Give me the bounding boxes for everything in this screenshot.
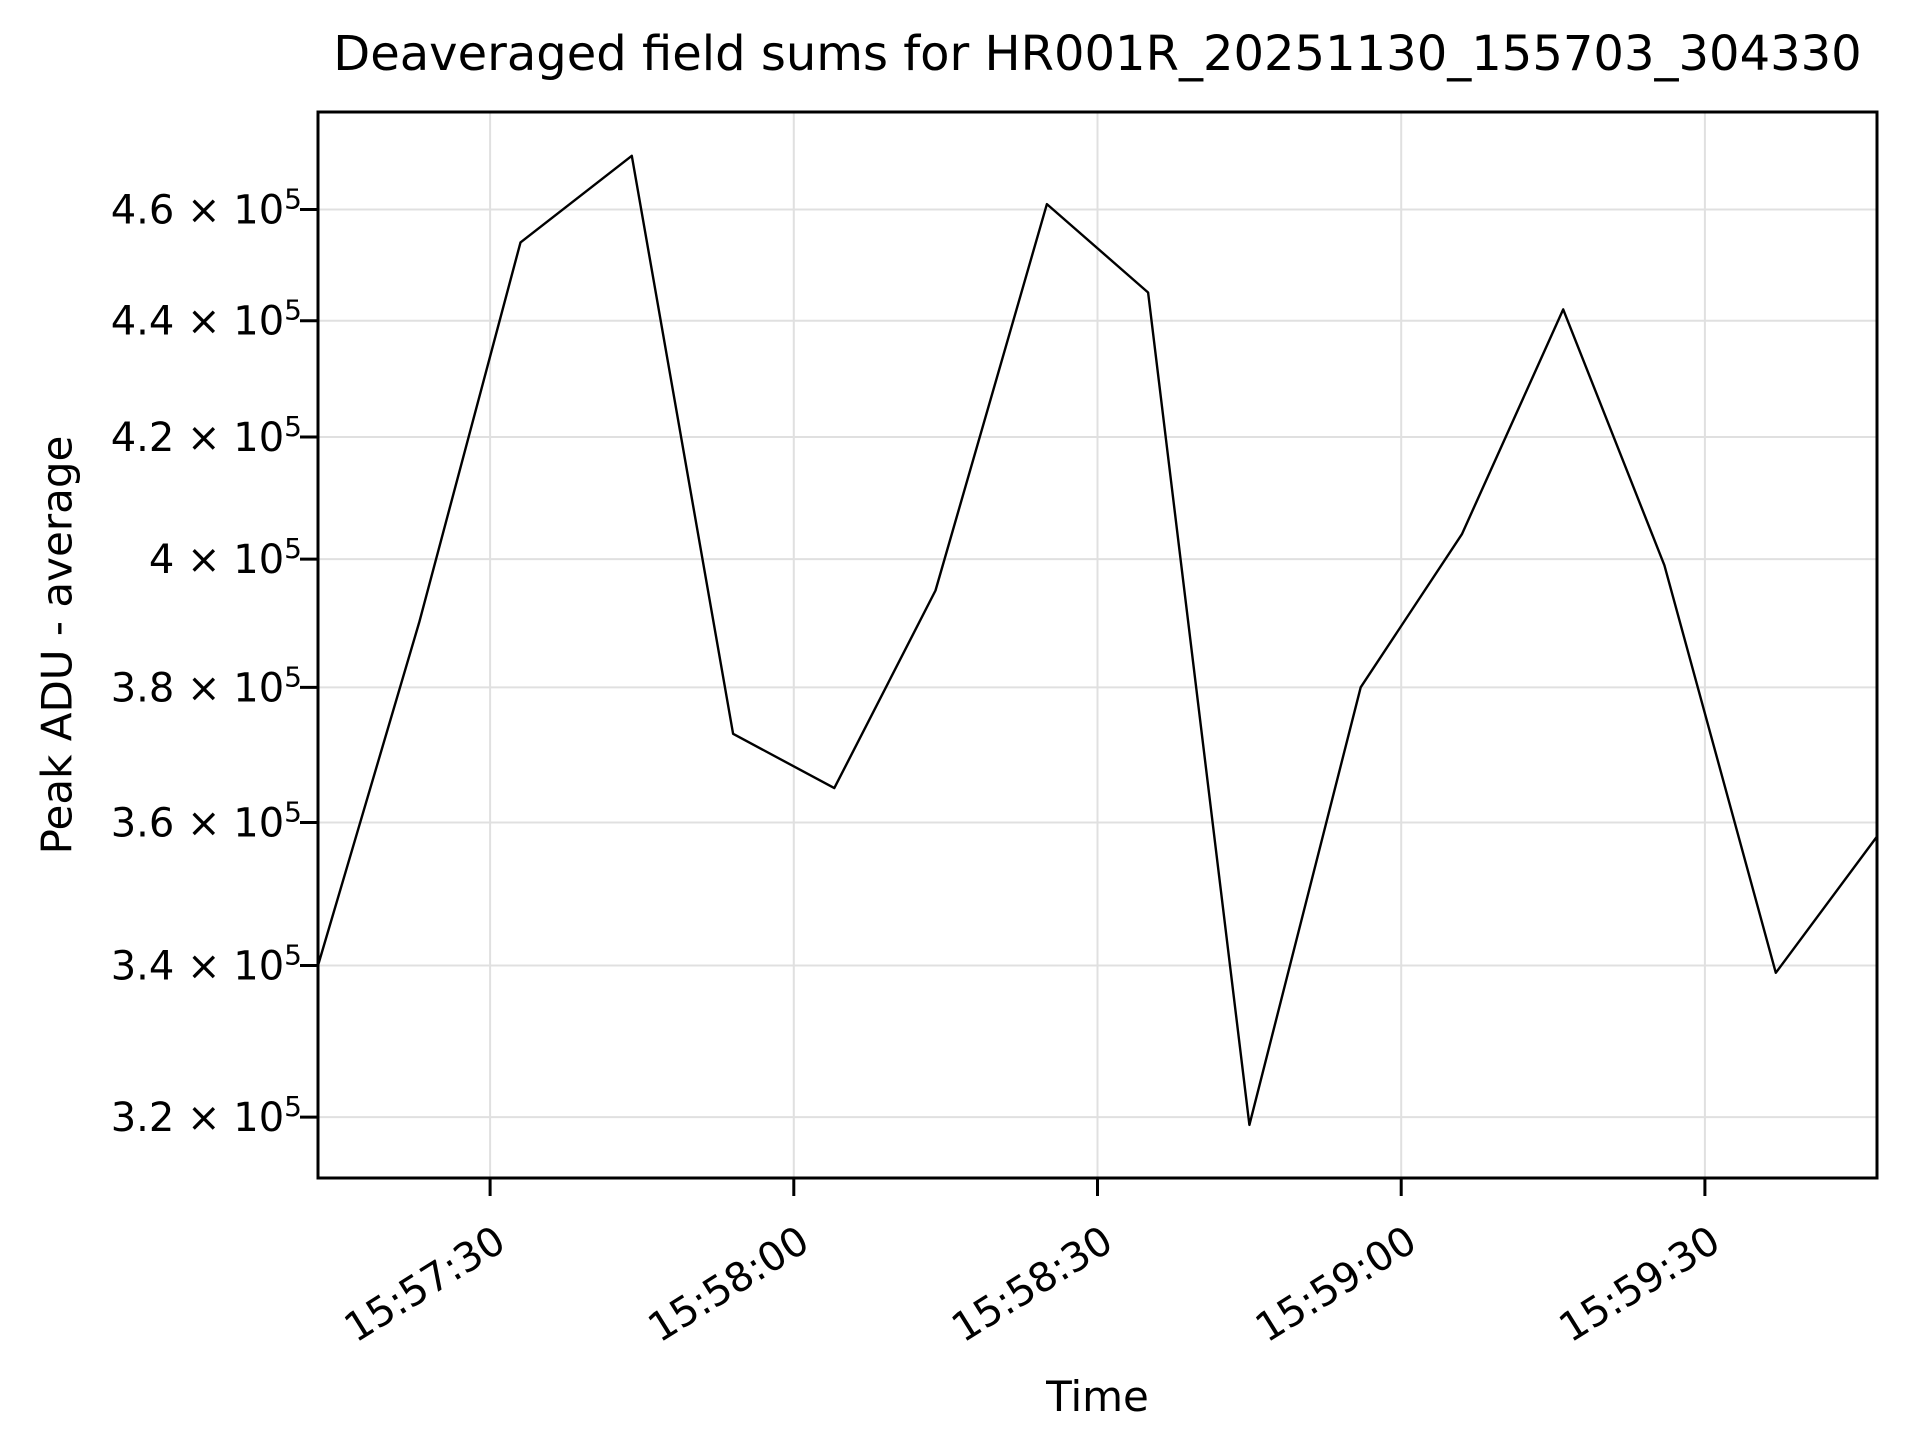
x-tick-label: 15:59:00 <box>1248 1217 1425 1351</box>
grid-layer <box>318 112 1877 1178</box>
data-layer <box>316 154 1878 1127</box>
x-axis-label: Time <box>1046 1372 1149 1421</box>
y-tick-label: 3.2 × 105 <box>111 1090 302 1141</box>
chart-title: Deaveraged field sums for HR001R_2025113… <box>333 26 1862 82</box>
x-tick-label: 15:58:00 <box>640 1217 817 1351</box>
y-tick-label: 3.6 × 105 <box>111 796 302 847</box>
y-tick-label: 4.2 × 105 <box>111 410 302 461</box>
y-tick-label: 4 × 105 <box>149 532 302 583</box>
y-axis-label: Peak ADU - average <box>32 435 82 855</box>
y-tick-label: 3.8 × 105 <box>111 660 302 711</box>
x-tick-label: 15:58:30 <box>944 1217 1121 1351</box>
data-series-line <box>316 154 1878 1127</box>
x-tick-label: 15:57:30 <box>337 1217 514 1351</box>
y-tick-label: 4.4 × 105 <box>111 294 302 345</box>
axis-layer <box>300 110 1879 1196</box>
y-tick-label: 4.6 × 105 <box>111 183 302 234</box>
x-tick-label: 15:59:30 <box>1551 1217 1728 1351</box>
y-tick-label: 3.4 × 105 <box>111 938 302 989</box>
tick-label-layer: 15:57:30 15:58:00 15:58:30 15:59:00 15:59:30… <box>111 183 1728 1352</box>
